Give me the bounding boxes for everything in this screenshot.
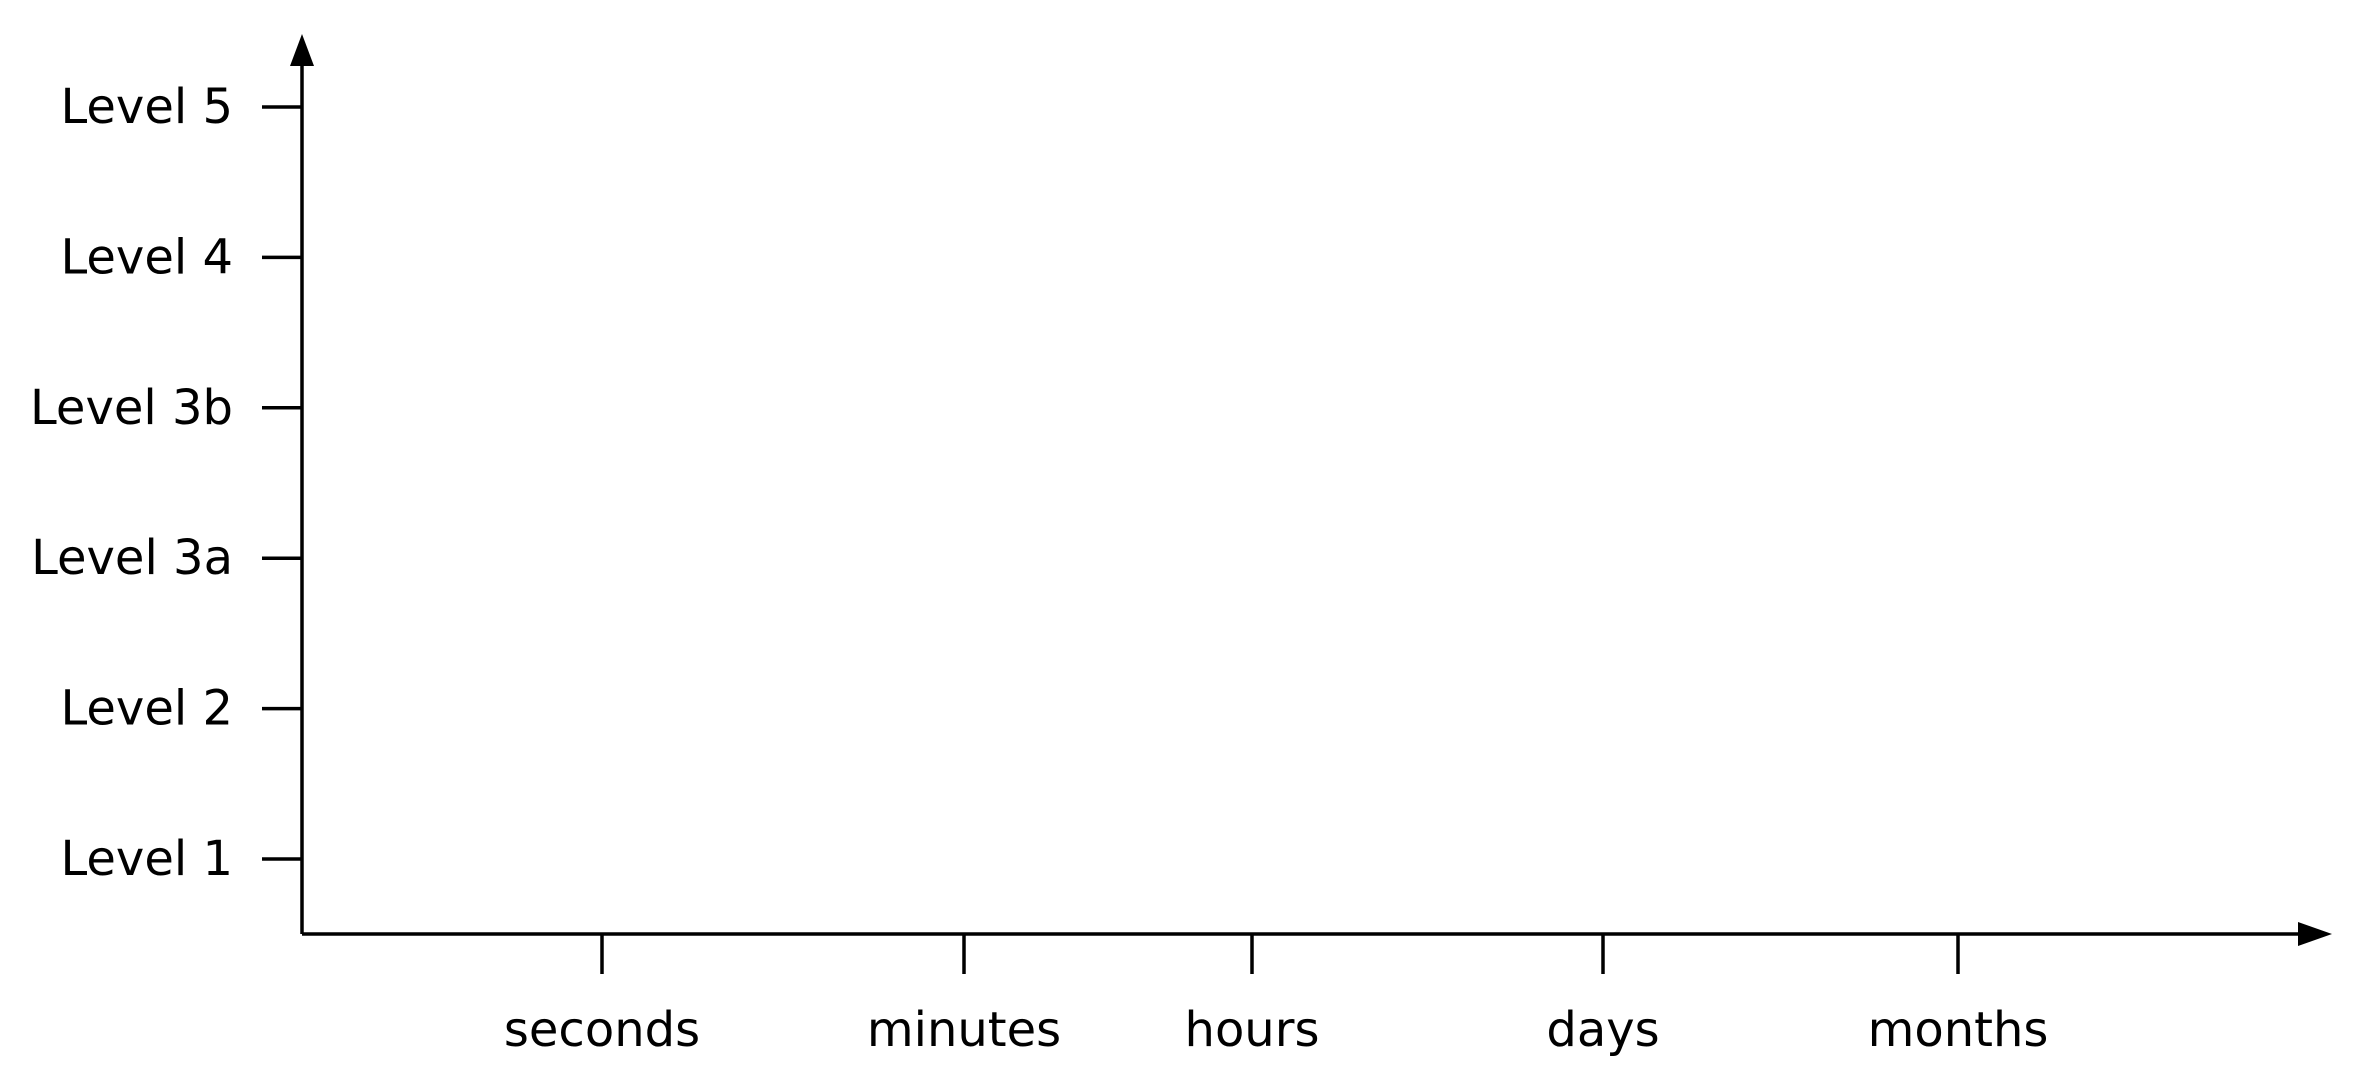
x-tick-label: days (1546, 1002, 1659, 1058)
y-tick-label: Level 3b (30, 380, 233, 436)
y-tick-label: Level 3a (31, 530, 233, 586)
axes-layer (290, 34, 2332, 946)
x-axis-arrowhead (2298, 922, 2332, 946)
x-tick-label: seconds (504, 1002, 700, 1058)
x-tick-label: minutes (867, 1002, 1061, 1058)
y-tick-label: Level 1 (61, 831, 234, 887)
y-tick-label: Level 2 (61, 681, 234, 737)
y-tick-label: Level 5 (61, 79, 234, 135)
y-axis-arrowhead (290, 34, 314, 66)
y-ticks-layer: Level 1 Level 2 Level 3a Level 3b Level 4 Lev… (30, 79, 302, 887)
x-tick-label: hours (1185, 1002, 1320, 1058)
x-tick-label: months (1868, 1002, 2049, 1058)
x-ticks-layer: seconds minutes hours days months (504, 934, 2049, 1058)
y-tick-label: Level 4 (61, 229, 234, 285)
